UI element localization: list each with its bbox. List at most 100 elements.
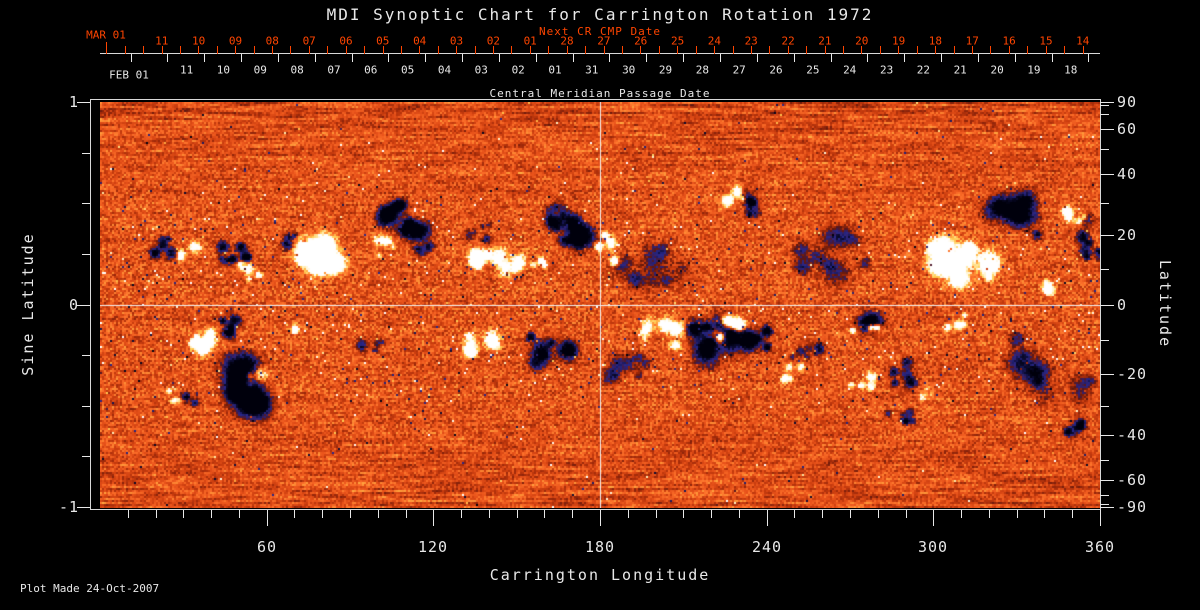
next-cr-half-day-tick xyxy=(824,45,826,54)
cmp-day-tick xyxy=(830,53,832,62)
cmp-day-label: 02 xyxy=(511,63,525,77)
next-cr-half-day-tick xyxy=(585,45,587,54)
next-cr-day-label: 15 xyxy=(1039,34,1053,48)
longitude-minor-tick xyxy=(655,510,657,518)
longitude-major-tick xyxy=(266,510,268,526)
plot-made-timestamp: Plot Made 24-Oct-2007 xyxy=(20,582,160,595)
longitude-minor-tick xyxy=(738,510,740,518)
plot-frame-right xyxy=(1100,99,1101,509)
cmp-day-tick xyxy=(683,53,685,62)
latitude-major-tick xyxy=(1100,102,1114,103)
latitude-major-tick xyxy=(1100,174,1114,176)
page-title: MDI Synoptic Chart for Carrington Rotati… xyxy=(326,5,874,24)
latitude-tick-label: -90 xyxy=(1117,498,1148,516)
cmp-day-label: 23 xyxy=(879,63,894,77)
next-cr-day-label: 07 xyxy=(302,34,316,48)
next-cr-half-day-tick xyxy=(106,41,108,54)
next-cr-day-label: 09 xyxy=(228,34,243,48)
next-cr-half-day-tick xyxy=(400,45,402,54)
latitude-tick-label: 0 xyxy=(1117,295,1128,314)
left-tick-label-neg1: -1 xyxy=(58,498,79,516)
right-axis-title: Latitude xyxy=(1156,259,1174,349)
next-cr-half-day-tick xyxy=(327,45,329,54)
cmp-day-label: 10 xyxy=(216,63,231,77)
cmp-day-tick xyxy=(977,53,979,62)
cmp-day-label: 24 xyxy=(843,63,857,77)
longitude-minor-tick xyxy=(850,510,851,518)
next-cr-half-day-tick xyxy=(1045,45,1047,54)
next-cr-half-day-tick xyxy=(456,45,458,54)
cmp-day-label: 09 xyxy=(253,63,267,77)
latitude-tick-label: 60 xyxy=(1117,120,1138,139)
sine-latitude-tick xyxy=(77,304,90,306)
next-cr-half-day-tick xyxy=(916,45,918,54)
next-cr-half-day-tick xyxy=(677,45,679,54)
cmp-day-tick xyxy=(719,53,721,62)
longitude-minor-tick xyxy=(183,510,185,518)
next-cr-half-day-tick xyxy=(695,45,697,54)
next-cr-day-label: 25 xyxy=(670,34,685,48)
next-cr-half-day-tick xyxy=(345,45,347,54)
longitude-minor-tick xyxy=(461,510,463,518)
next-cr-half-day-tick xyxy=(161,45,163,54)
cmp-day-label: 26 xyxy=(769,63,783,77)
latitude-tick-label: -20 xyxy=(1117,364,1148,383)
next-cr-half-day-tick xyxy=(898,45,900,54)
latitude-major-tick xyxy=(1100,129,1114,131)
cmp-day-tick xyxy=(462,53,464,62)
next-cr-day-label: 28 xyxy=(560,34,574,48)
next-cr-day-label: 10 xyxy=(191,34,206,48)
bottom-tick-label-180: 180 xyxy=(584,538,616,556)
longitude-minor-tick xyxy=(211,510,213,518)
next-cr-half-day-tick xyxy=(253,45,255,54)
latitude-major-tick xyxy=(1100,479,1114,481)
cmp-day-tick xyxy=(388,53,390,62)
latitude-tick-label: 40 xyxy=(1117,165,1138,184)
next-cr-half-day-tick xyxy=(843,45,844,54)
longitude-minor-tick xyxy=(877,510,879,518)
longitude-minor-tick xyxy=(322,510,324,518)
cmp-day-tick xyxy=(1051,53,1053,62)
next-cr-half-day-tick xyxy=(953,45,955,54)
longitude-minor-tick xyxy=(683,510,685,518)
cmp-day-label: 04 xyxy=(437,63,452,77)
longitude-minor-tick xyxy=(155,510,157,518)
latitude-minor-tick xyxy=(1100,494,1109,496)
cmp-day-label: 25 xyxy=(806,63,820,77)
cmp-day-tick xyxy=(204,53,206,62)
longitude-major-tick xyxy=(433,510,435,526)
next-cr-month-label: MAR 01 xyxy=(86,28,126,42)
longitude-minor-tick xyxy=(794,510,796,518)
cmp-day-label: 19 xyxy=(1027,63,1041,77)
next-cr-cmp-date-label: Next CR CMP Date xyxy=(539,25,661,38)
cmp-day-label: 20 xyxy=(990,63,1004,77)
next-cr-day-label: 14 xyxy=(1076,34,1090,48)
next-cr-half-day-tick xyxy=(990,45,992,54)
cmp-day-tick xyxy=(756,53,758,62)
longitude-minor-tick xyxy=(627,510,629,518)
next-cr-half-day-tick xyxy=(290,45,292,54)
cmp-day-tick xyxy=(314,53,316,62)
next-cr-half-day-tick xyxy=(566,45,568,54)
plot-frame-bottom xyxy=(90,509,1101,510)
next-cr-day-label: 06 xyxy=(339,34,353,48)
cmp-day-label: 03 xyxy=(474,63,488,77)
latitude-tick-label: -40 xyxy=(1117,425,1148,444)
sine-latitude-tick xyxy=(82,253,90,255)
next-cr-half-day-tick xyxy=(1027,45,1029,54)
longitude-major-tick xyxy=(766,510,768,526)
next-cr-day-label: 22 xyxy=(781,34,795,48)
latitude-major-tick xyxy=(1100,373,1114,375)
longitude-minor-tick xyxy=(488,510,490,518)
cmp-day-tick xyxy=(572,53,574,62)
cmp-day-tick xyxy=(241,53,242,62)
cmp-day-label: 07 xyxy=(327,63,341,77)
plot-frame-left xyxy=(90,99,91,509)
latitude-major-tick xyxy=(1100,507,1114,508)
cmp-day-tick xyxy=(867,53,869,62)
longitude-minor-tick xyxy=(405,510,407,518)
cmp-day-tick xyxy=(277,53,279,62)
next-cr-day-label: 21 xyxy=(818,34,832,48)
longitude-minor-tick xyxy=(238,510,240,518)
next-cr-half-day-tick xyxy=(382,45,384,54)
